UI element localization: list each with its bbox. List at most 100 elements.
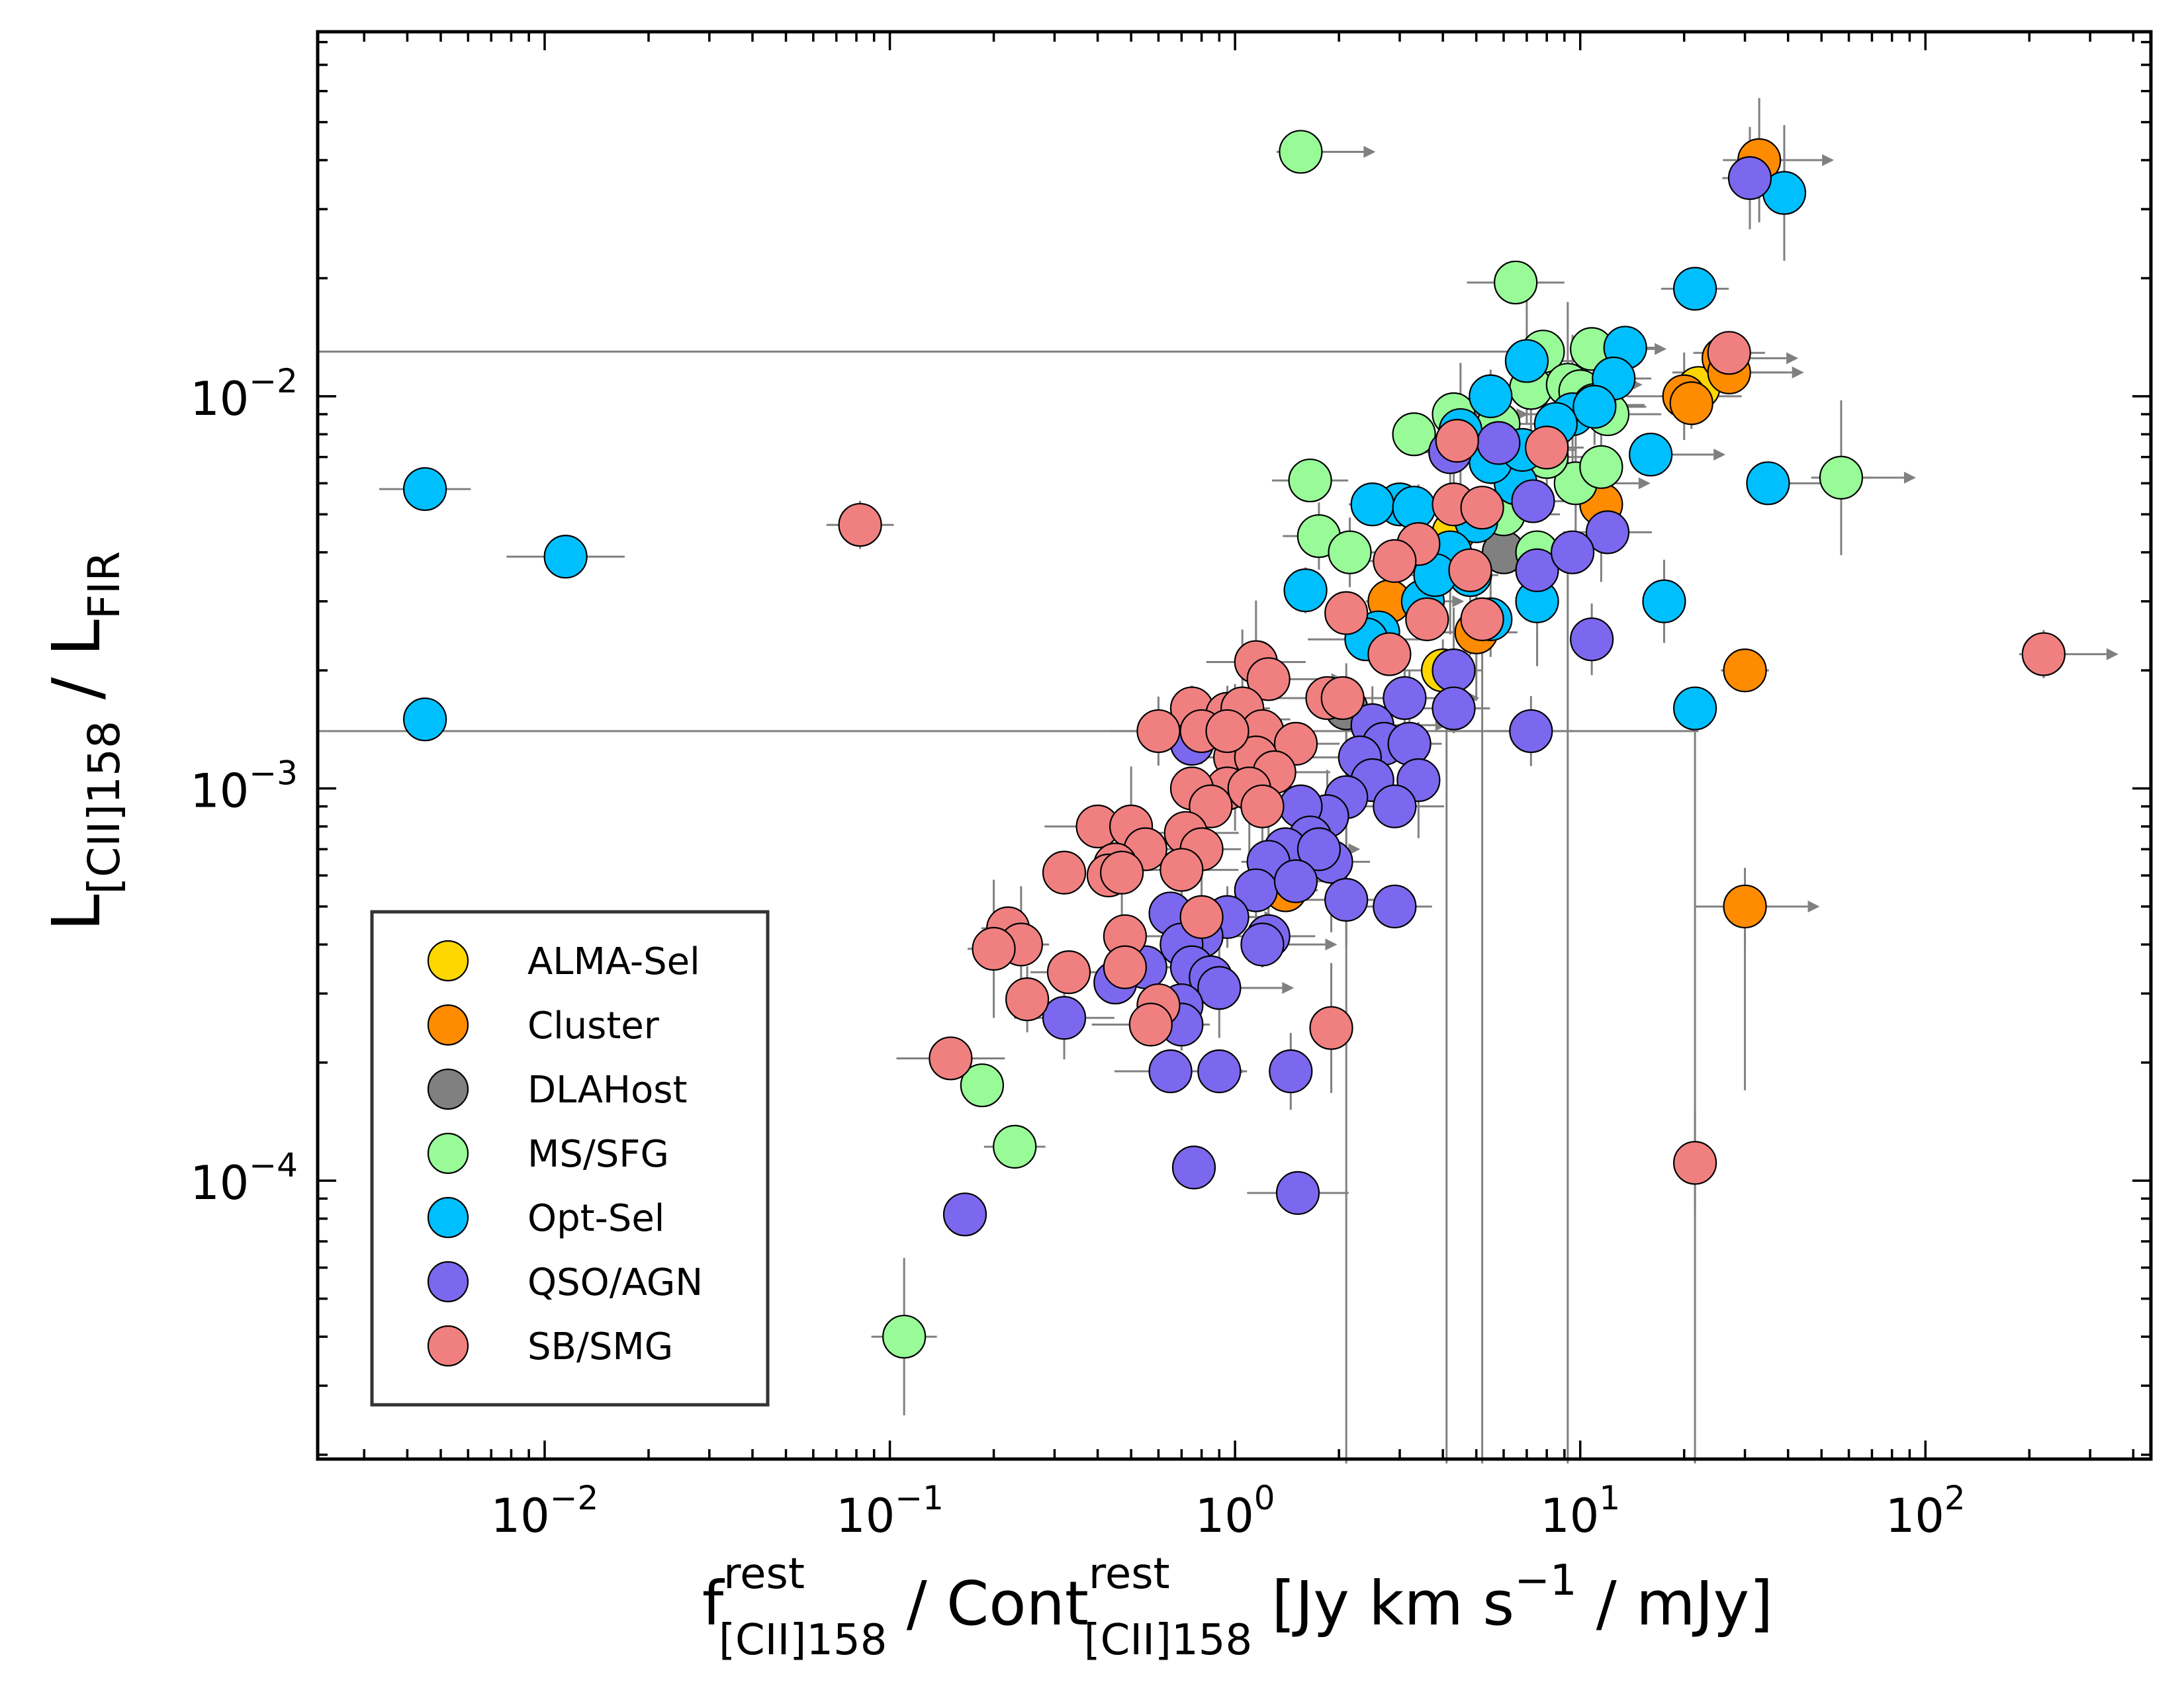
point-ms-sfg [1494,260,1538,305]
legend-marker [427,1325,469,1367]
point-qso-agn [1550,530,1595,574]
point-qso-agn [1269,1049,1313,1094]
point-qso-agn [1171,1145,1216,1190]
point-sb-smg [1309,1006,1353,1050]
x-tick-label: 10−1 [836,1479,944,1543]
x-tick-label: 101 [1540,1479,1620,1543]
legend-marker [427,1261,469,1303]
point-qso-agn [1275,1171,1320,1215]
point-opt-sel [1673,686,1717,731]
point-qso-agn [1509,709,1553,754]
legend-marker [427,1068,469,1110]
y-axis-label: L[CII]158 / LFIR [38,551,130,932]
point-qso-agn [1240,922,1285,967]
point-sb-smg [1460,486,1504,530]
point-sb-smg [1320,676,1365,721]
point-opt-sel [403,467,447,511]
point-ms-sfg [882,1314,927,1359]
point-qso-agn [1432,648,1476,693]
point-sb-smg [1046,950,1091,995]
limit-arrow-head [1792,366,1804,378]
legend-marker [427,1196,469,1239]
point-qso-agn [1727,156,1772,200]
point-sb-smg [1005,977,1050,1022]
limit-arrow-head [1452,595,1465,607]
legend-marker [427,940,469,982]
point-opt-sel [1673,267,1717,311]
point-sb-smg [1405,597,1449,641]
point-opt-sel [1746,461,1790,506]
limit-arrow-head [2106,648,2118,660]
y-tick-label: 10−4 [190,1146,298,1210]
point-opt-sel [1629,432,1673,477]
x-tick-label: 102 [1886,1479,1966,1543]
legend-label: SB/SMG [527,1325,673,1368]
point-opt-sel [1642,579,1686,623]
legend-label: ALMA-Sel [527,940,700,983]
limit-arrow-head [1903,471,1916,484]
point-opt-sel [543,535,588,579]
point-qso-agn [1387,721,1432,766]
point-sb-smg [1136,709,1181,754]
y-tick-label: 10−3 [190,754,298,819]
point-opt-sel [1350,482,1394,527]
point-sb-smg [1525,425,1569,470]
point-ms-sfg [993,1124,1037,1169]
point-opt-sel [1572,384,1617,429]
point-qso-agn [1570,617,1614,662]
point-ms-sfg [1392,412,1436,457]
point-qso-agn [1477,421,1521,465]
point-sb-smg [1373,539,1417,584]
point-sb-smg [929,1036,973,1081]
point-sb-smg [1160,848,1204,892]
limit-arrow-head [1325,938,1338,951]
point-sb-smg [1042,850,1087,895]
legend-label: MS/SFG [527,1133,669,1176]
point-cluster [1669,381,1713,425]
point-ms-sfg [1279,130,1323,174]
point-sb-smg [1246,657,1291,701]
x-tick-label: 100 [1195,1479,1275,1543]
point-ms-sfg [1579,445,1623,489]
legend-label: Cluster [527,1004,660,1047]
legend: ALMA-Sel Cluster DLAHost MS/SFG Opt-Sel QSO/A… [370,910,770,1407]
point-sb-smg [1448,548,1492,592]
x-tick-label: 10−2 [491,1479,599,1543]
point-sb-smg [1100,850,1144,895]
point-qso-agn [1273,859,1318,903]
limit-arrow-head [1713,449,1726,461]
x-axis-label: frest [CII]158 / Contrest [CII]158 [Jy km … [702,1550,1773,1665]
point-ms-sfg [1328,530,1372,574]
point-sb-smg [2021,632,2066,676]
point-qso-agn [1197,965,1242,1010]
point-opt-sel [1504,339,1549,383]
legend-label: QSO/AGN [527,1261,703,1304]
point-sb-smg [1103,945,1147,989]
point-qso-agn [1042,996,1087,1040]
point-sb-smg [1460,597,1504,641]
limit-arrow-head [1363,146,1376,158]
point-opt-sel [403,697,447,742]
point-qso-agn [1148,1049,1193,1094]
y-tick-label: 10−2 [190,362,298,426]
limit-arrow-head [1282,981,1295,994]
point-qso-agn [1511,479,1555,523]
point-sb-smg [838,503,882,547]
limit-arrow-head [1786,352,1799,365]
limit-arrow-head [1807,900,1820,912]
point-opt-sel [1469,374,1513,418]
axes: 10−2 10−1 100 101 102 10−4 10−3 10−2 [190,30,2153,1543]
axis-labels: frest [CII]158 / Contrest [CII]158 [Jy km … [38,551,1773,1665]
point-qso-agn [1515,548,1559,592]
point-sb-smg [1707,331,1751,375]
point-sb-smg [1240,784,1285,828]
point-qso-agn [1383,676,1427,721]
point-qso-agn [1297,827,1342,871]
data-points [403,130,2066,1359]
point-qso-agn [1197,1049,1242,1094]
point-qso-agn [1373,784,1417,828]
point-ms-sfg [960,1063,1005,1108]
point-sb-smg [1179,895,1224,939]
point-sb-smg [1367,632,1412,676]
